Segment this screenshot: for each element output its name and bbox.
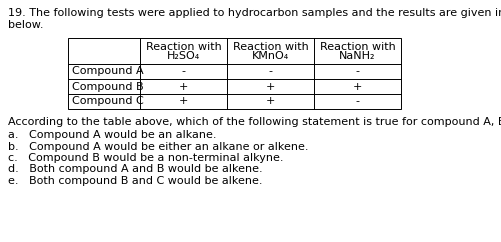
Text: H₂SO₄: H₂SO₄ (167, 51, 200, 61)
Text: d.   Both compound A and B would be alkene.: d. Both compound A and B would be alkene… (8, 165, 263, 174)
Text: e.   Both compound B and C would be alkene.: e. Both compound B and C would be alkene… (8, 176, 263, 186)
Text: -: - (181, 67, 185, 76)
Text: +: + (266, 82, 275, 91)
Text: a.   Compound A would be an alkane.: a. Compound A would be an alkane. (8, 130, 216, 140)
Bar (68, 38, 401, 109)
Text: +: + (266, 97, 275, 106)
Text: NaNH₂: NaNH₂ (339, 51, 376, 61)
Text: Reaction with: Reaction with (232, 42, 309, 52)
Text: Compound B: Compound B (72, 82, 144, 91)
Text: -: - (269, 67, 273, 76)
Text: +: + (353, 82, 362, 91)
Text: Compound A: Compound A (72, 67, 144, 76)
Text: -: - (356, 67, 360, 76)
Text: +: + (179, 82, 188, 91)
Text: below.: below. (8, 20, 44, 30)
Text: Reaction with: Reaction with (146, 42, 221, 52)
Text: -: - (356, 97, 360, 106)
Text: According to the table above, which of the following statement is true for compo: According to the table above, which of t… (8, 117, 501, 127)
Text: +: + (179, 97, 188, 106)
Text: b.   Compound A would be either an alkane or alkene.: b. Compound A would be either an alkane … (8, 142, 309, 151)
Text: KMnO₄: KMnO₄ (252, 51, 289, 61)
Text: Compound C: Compound C (72, 97, 144, 106)
Text: 19. The following tests were applied to hydrocarbon samples and the results are : 19. The following tests were applied to … (8, 8, 501, 18)
Text: c.   Compound B would be a non-terminal alkyne.: c. Compound B would be a non-terminal al… (8, 153, 284, 163)
Text: Reaction with: Reaction with (320, 42, 395, 52)
